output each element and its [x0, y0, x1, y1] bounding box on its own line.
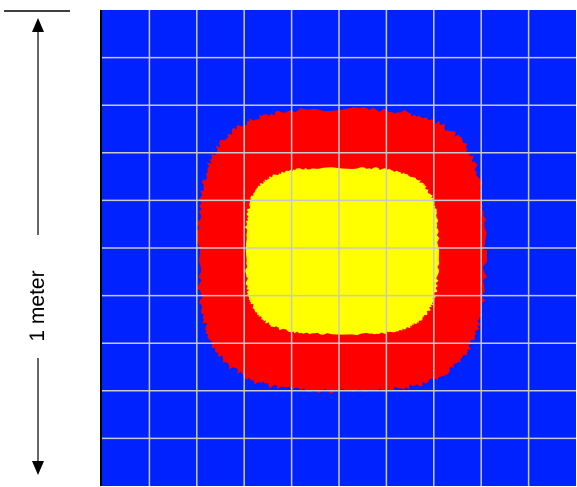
inner-zone [244, 167, 440, 336]
scale-label: 1 meter [26, 270, 49, 342]
heat-map [100, 10, 576, 486]
scale-bar [4, 10, 70, 475]
arrow-down-icon [32, 461, 44, 475]
arrow-up-icon [32, 18, 44, 32]
grid-lines [102, 10, 576, 486]
